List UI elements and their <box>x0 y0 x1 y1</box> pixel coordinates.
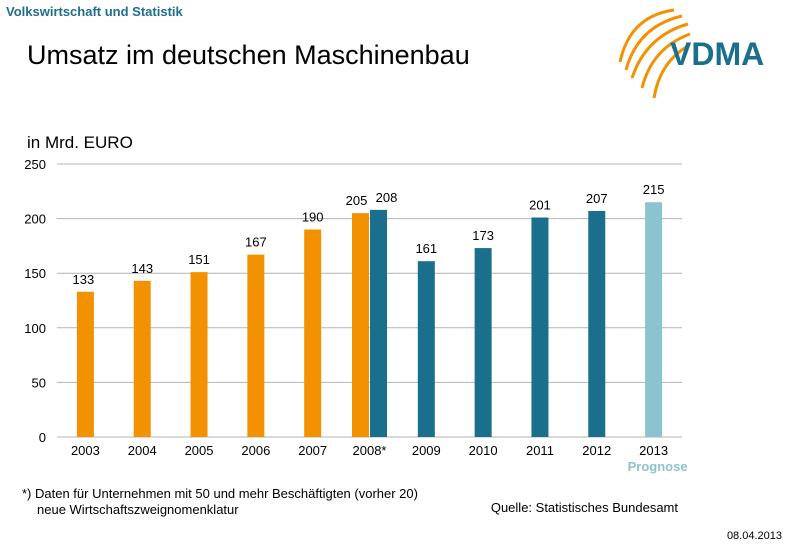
bar-chart: 0 50 100 150 200 250 2003 2004 2005 2006 2007 2008*… <box>24 157 688 474</box>
y-axis-title: in Mrd. EURO <box>27 133 133 152</box>
bar <box>304 229 322 437</box>
vdma-logo: VDMA <box>618 8 764 99</box>
bar <box>247 254 265 437</box>
y-tick-label: 200 <box>24 212 46 227</box>
footnote-line-2: neue Wirtschaftszweignomenklatur <box>37 502 239 517</box>
data-label: 205 <box>346 193 368 208</box>
x-tick-label: 2011 <box>526 443 554 458</box>
data-label: 190 <box>302 210 324 225</box>
data-label: 133 <box>73 272 95 287</box>
footnote: *) Daten für Unternehmen mit 50 und mehr… <box>22 486 418 518</box>
x-tick-label: 2007 <box>298 443 327 458</box>
x-tick-label: 2008* <box>353 443 387 458</box>
y-tick-label: 250 <box>24 157 46 172</box>
bar <box>417 261 435 437</box>
x-tick-label: 2005 <box>185 443 214 458</box>
data-label: 143 <box>131 261 153 276</box>
y-tick-label: 150 <box>24 266 46 281</box>
x-tick-label: 2012 <box>582 443 611 458</box>
y-tick-label: 0 <box>39 430 46 445</box>
data-label: 173 <box>472 228 494 243</box>
page-title: Umsatz im deutschen Maschinenbau <box>27 40 470 70</box>
y-tick-label: 100 <box>24 321 46 336</box>
y-tick-label: 50 <box>32 375 46 390</box>
date-stamp: 08.04.2013 <box>726 530 782 542</box>
bar <box>370 209 387 437</box>
bar <box>588 210 606 437</box>
data-label: 215 <box>643 182 665 197</box>
x-tick-label: 2006 <box>241 443 270 458</box>
logo-arcs-icon <box>618 8 691 99</box>
bar <box>352 213 369 437</box>
data-label: 207 <box>586 191 608 206</box>
bar <box>645 202 663 437</box>
x-tick-label: 2013 <box>639 443 668 458</box>
section-label: Volkswirtschaft und Statistik <box>6 4 183 19</box>
data-label: 151 <box>188 252 210 267</box>
x-tick-label: 2010 <box>469 443 498 458</box>
bar <box>76 291 94 437</box>
x-tick-label: 2003 <box>71 443 100 458</box>
prognose-annotation: Prognose <box>628 459 688 474</box>
data-label: 167 <box>245 235 267 250</box>
bar <box>133 280 151 437</box>
data-label: 161 <box>415 241 437 256</box>
footnote-line-1: *) Daten für Unternehmen mit 50 und mehr… <box>22 486 418 501</box>
data-label: 208 <box>376 190 398 205</box>
source-note: Quelle: Statistisches Bundesamt <box>490 500 678 515</box>
bar <box>474 248 492 437</box>
bar <box>531 217 549 437</box>
x-tick-label: 2004 <box>128 443 157 458</box>
data-label: 201 <box>529 198 551 213</box>
logo-text: VDMA <box>670 36 764 72</box>
bar <box>190 272 208 437</box>
x-tick-label: 2009 <box>412 443 441 458</box>
